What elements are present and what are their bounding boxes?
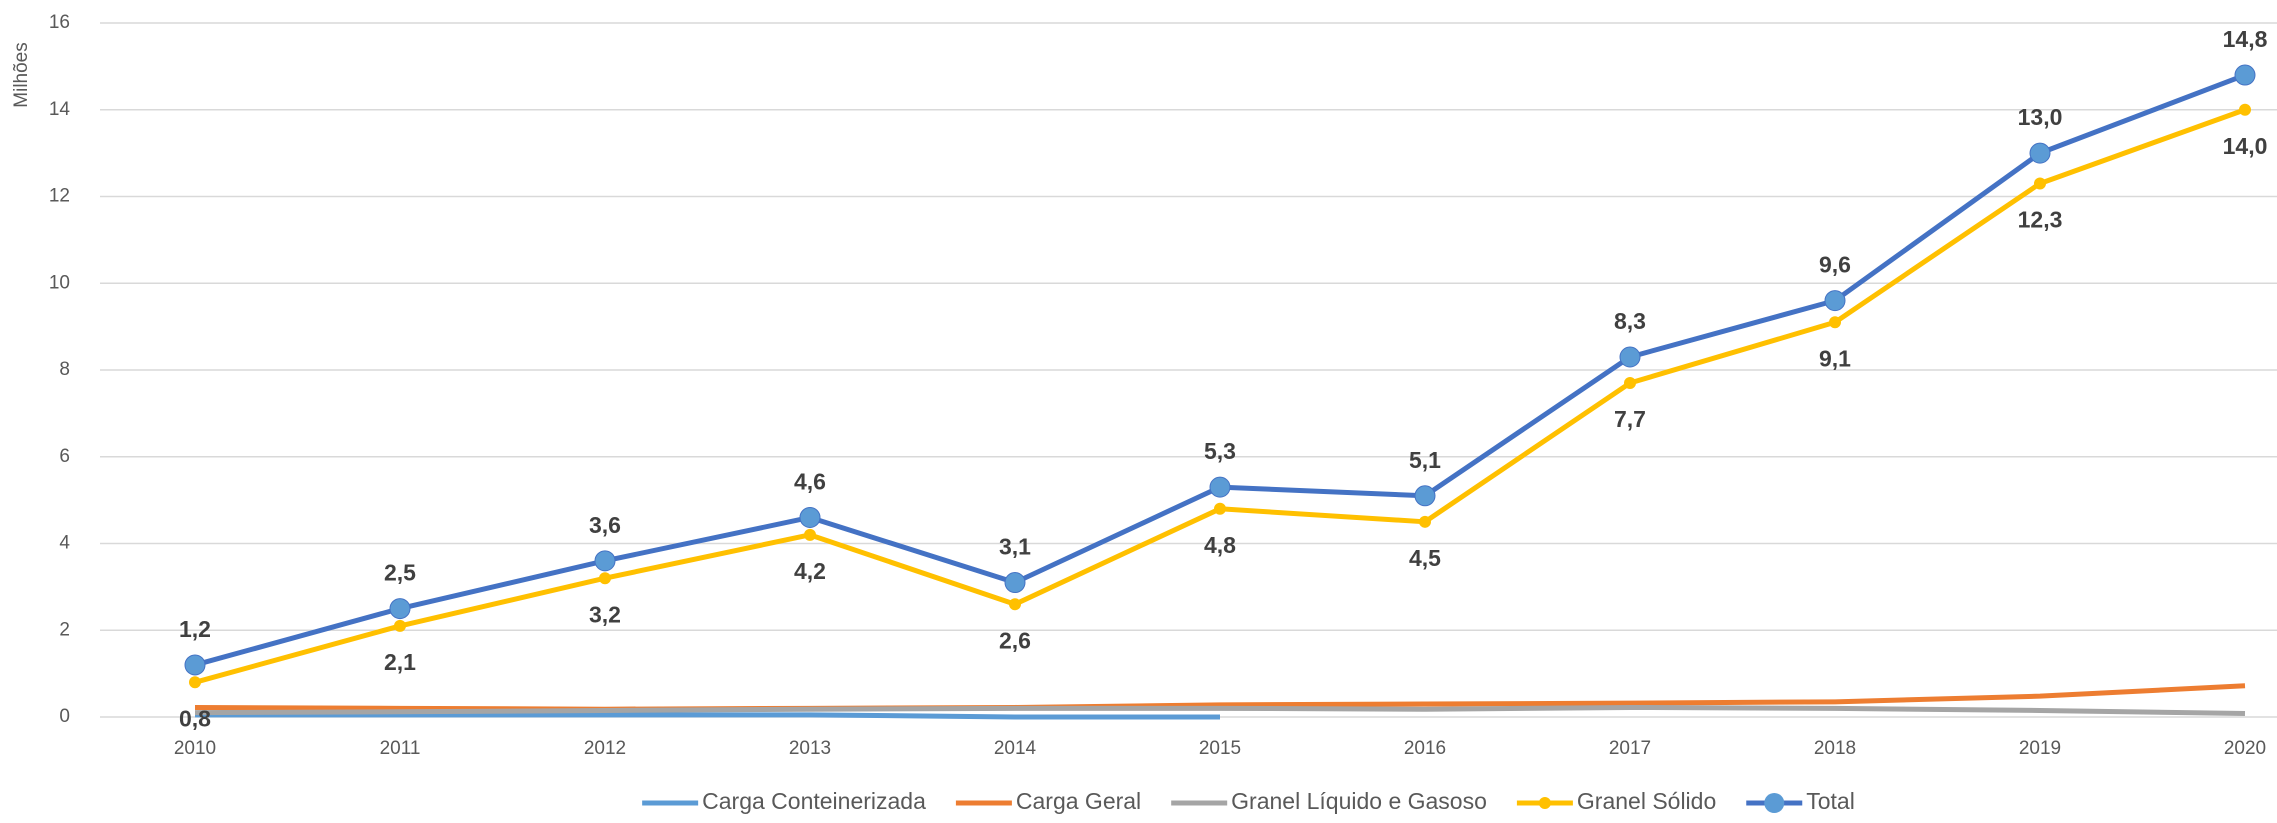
legend-label: Granel Líquido e Gasoso <box>1231 788 1487 814</box>
data-label: 2,1 <box>384 649 416 675</box>
point <box>1004 572 1026 594</box>
data-label: 2,6 <box>999 627 1031 653</box>
data-label: 12,3 <box>2018 207 2063 233</box>
point <box>1419 515 1431 528</box>
point <box>1829 316 1841 329</box>
point <box>2029 142 2051 164</box>
x-tick-label: 2017 <box>1609 738 1651 759</box>
data-label: 9,1 <box>1819 345 1851 371</box>
y-tick-label: 10 <box>49 272 70 293</box>
data-label: 3,6 <box>589 512 621 538</box>
point <box>594 550 616 572</box>
x-tick-label: 2018 <box>1814 738 1856 759</box>
data-label: 1,2 <box>179 616 211 642</box>
point <box>799 506 821 528</box>
legend-marker <box>1538 797 1551 809</box>
data-label: 14,0 <box>2223 133 2268 159</box>
y-axis-label: Milhões <box>11 42 32 107</box>
series-line <box>194 704 2246 717</box>
data-label: 4,2 <box>794 558 826 584</box>
point <box>1624 377 1636 390</box>
point <box>599 572 611 585</box>
legend-label: Total <box>1806 788 1855 814</box>
x-tick-label: 2020 <box>2224 738 2266 759</box>
y-tick-label: 4 <box>59 533 70 554</box>
data-label: 13,0 <box>2018 104 2063 130</box>
data-label: 7,7 <box>1614 406 1646 432</box>
y-tick-label: 12 <box>49 186 70 207</box>
data-label: 4,5 <box>1409 545 1441 571</box>
x-tick-label: 2015 <box>1199 738 1241 759</box>
y-tick-label: 14 <box>49 99 71 120</box>
x-tick-label: 2012 <box>584 738 626 759</box>
point <box>1824 290 1846 312</box>
point <box>2239 103 2251 116</box>
point <box>1214 502 1226 515</box>
series-line <box>194 683 2246 712</box>
x-tick-label: 2010 <box>174 738 216 759</box>
data-label: 5,3 <box>1204 438 1236 464</box>
legend-label: Granel Sólido <box>1577 788 1716 814</box>
y-tick-label: 8 <box>59 359 70 380</box>
point <box>389 598 411 620</box>
y-tick-label: 16 <box>49 12 70 33</box>
data-label: 14,8 <box>2223 26 2268 52</box>
point <box>1209 476 1231 498</box>
data-label: 2,5 <box>384 560 416 586</box>
point <box>2234 64 2256 86</box>
point <box>1009 598 1021 611</box>
y-tick-label: 2 <box>59 619 70 640</box>
x-tick-label: 2019 <box>2019 738 2061 759</box>
data-label: 4,6 <box>794 469 826 495</box>
legend-label: Carga Conteinerizada <box>702 788 926 814</box>
point <box>2034 177 2046 190</box>
series-line <box>194 107 2246 685</box>
data-label: 4,8 <box>1204 532 1236 558</box>
y-tick-label: 0 <box>59 706 70 727</box>
series-line <box>195 712 1220 720</box>
point <box>189 676 201 689</box>
data-label: 3,1 <box>999 534 1031 560</box>
x-tick-label: 2016 <box>1404 738 1446 759</box>
x-tick-label: 2013 <box>789 738 831 759</box>
point <box>1619 346 1641 368</box>
data-label: 0,8 <box>179 705 211 731</box>
legend-marker <box>1764 793 1785 813</box>
point <box>394 619 406 632</box>
x-tick-label: 2014 <box>994 738 1037 759</box>
point <box>1414 485 1436 507</box>
data-label: 8,3 <box>1614 308 1646 334</box>
x-tick-label: 2011 <box>380 738 421 759</box>
data-label: 9,6 <box>1819 252 1851 278</box>
y-tick-label: 6 <box>59 446 70 467</box>
data-label: 5,1 <box>1409 447 1441 473</box>
point <box>184 654 206 676</box>
point <box>804 528 816 541</box>
data-label: 3,2 <box>589 601 621 627</box>
legend-label: Carga Geral <box>1016 788 1141 814</box>
